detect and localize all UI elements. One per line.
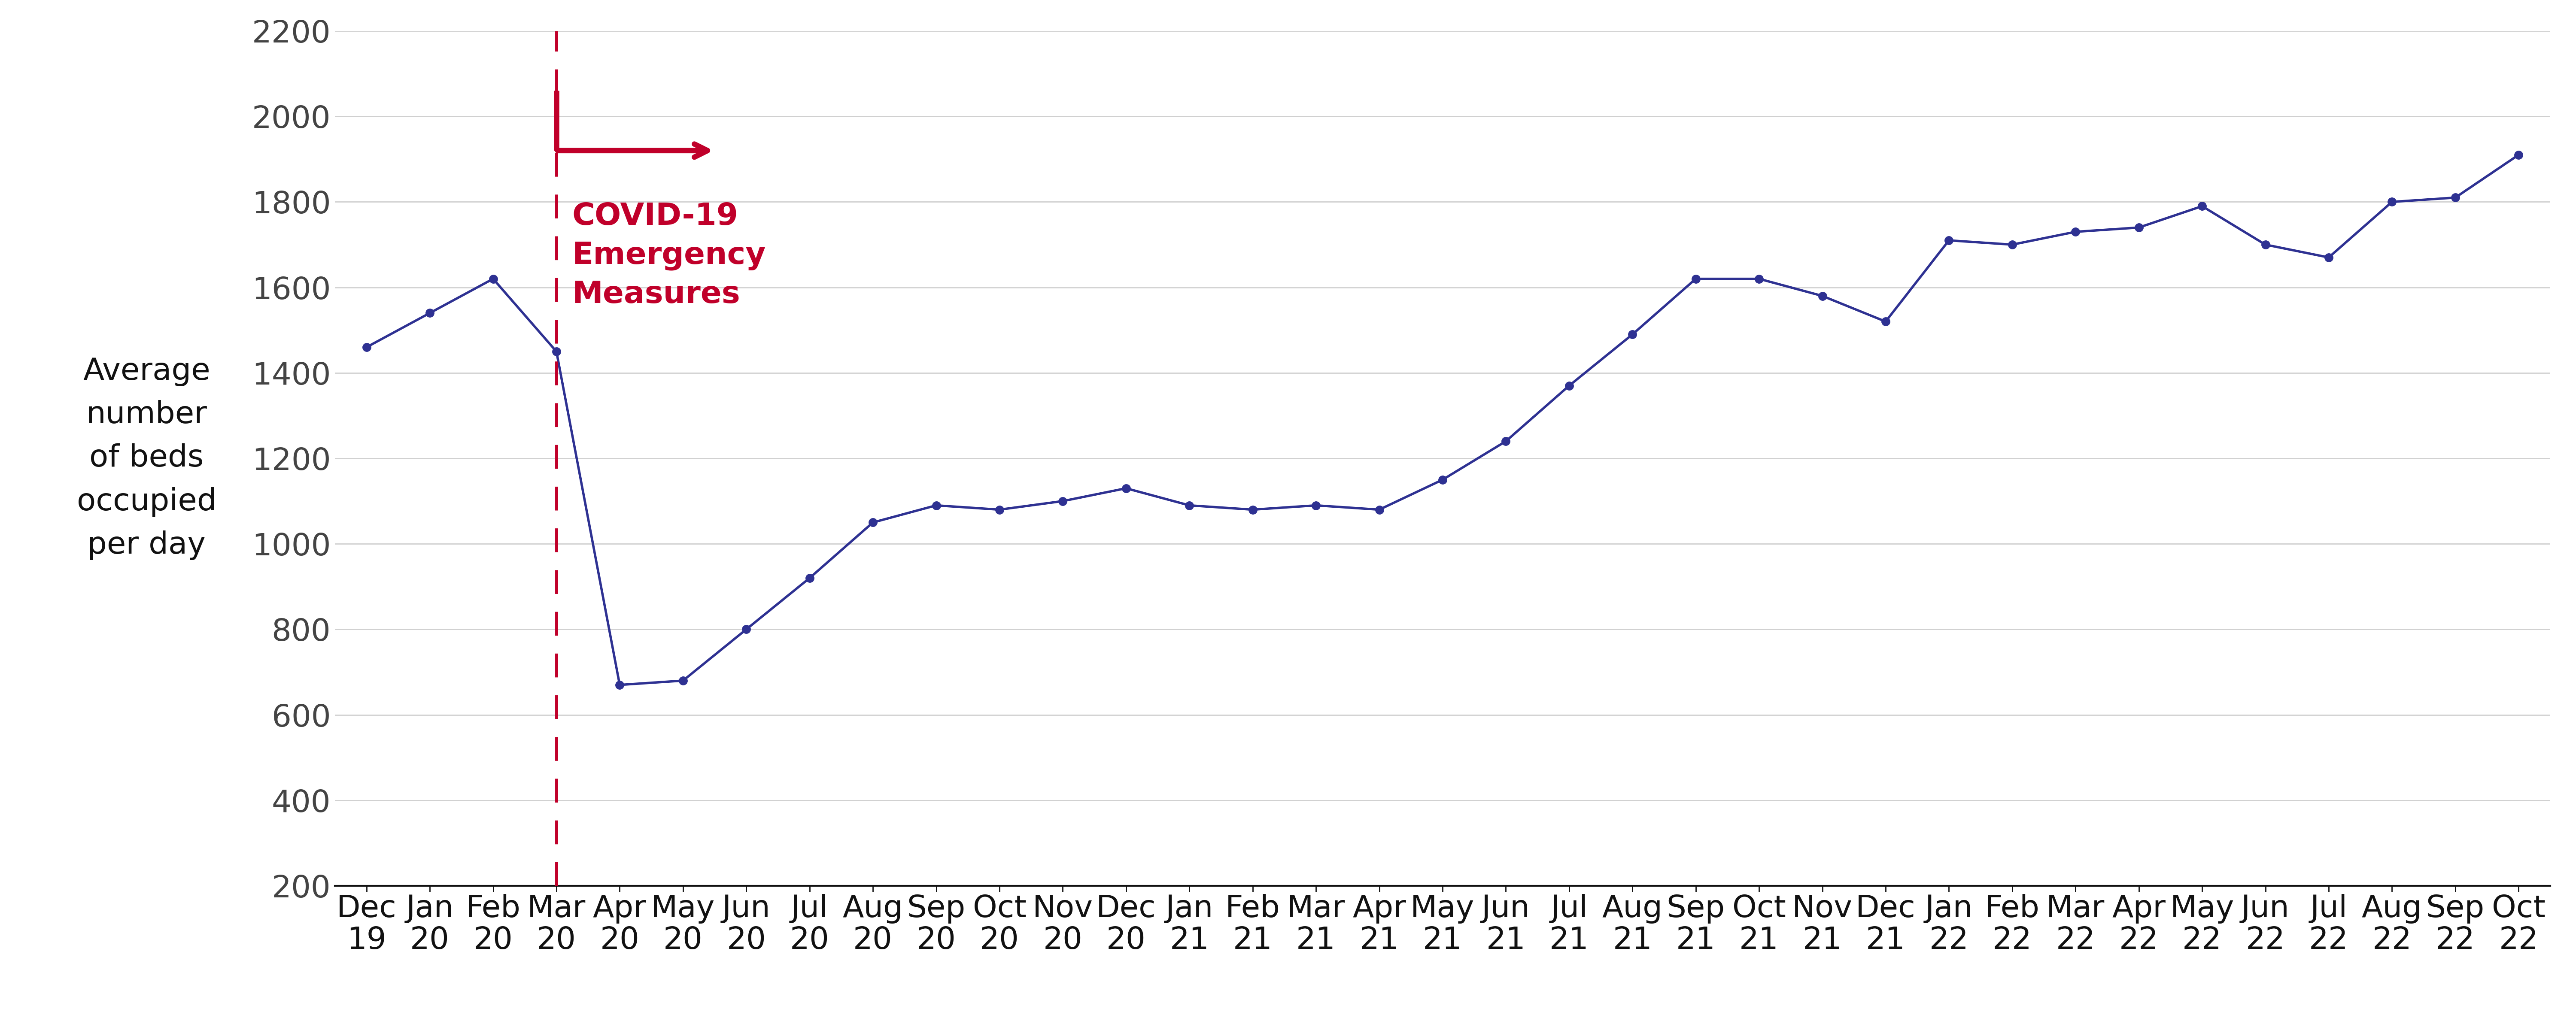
Text: COVID-19
Emergency
Measures: COVID-19 Emergency Measures: [572, 202, 765, 309]
Text: Average
number
of beds
occupied
per day: Average number of beds occupied per day: [77, 356, 216, 560]
